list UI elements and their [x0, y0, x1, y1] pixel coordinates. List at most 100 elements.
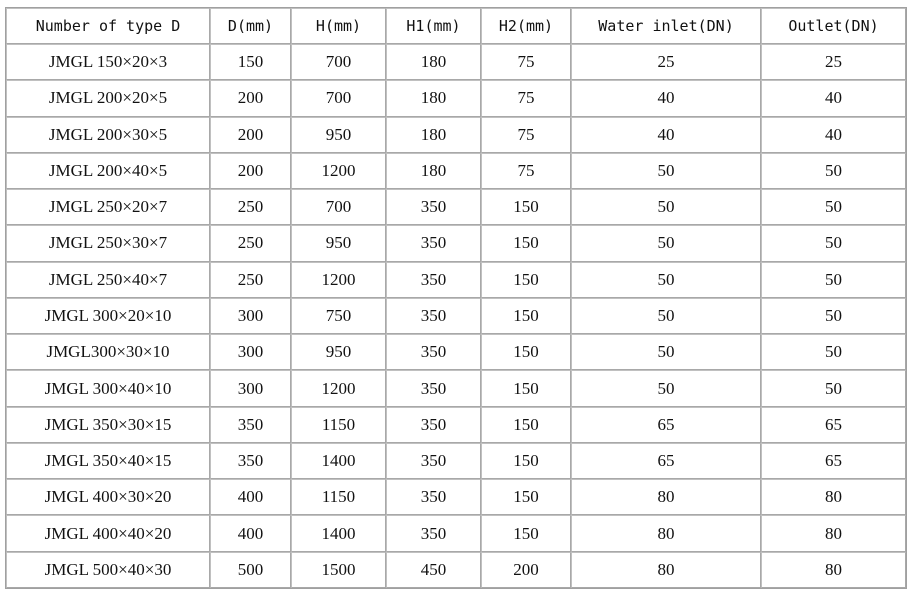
cell-water-inlet: 80: [571, 515, 761, 552]
cell-h1: 350: [386, 442, 481, 480]
cell-h: 1400: [291, 442, 386, 480]
cell-model: JMGL 350×30×15: [6, 406, 210, 443]
cell-d: 350: [210, 406, 291, 443]
cell-h: 1150: [291, 479, 386, 516]
cell-water-inlet: 25: [571, 44, 761, 81]
table-row: JMGL 350×40×15 350 1400 350 150 65 65: [6, 442, 906, 480]
cell-outlet: 50: [761, 334, 906, 371]
table-row: JMGL 300×40×10 300 1200 350 150 50 50: [6, 370, 906, 407]
cell-d: 400: [210, 479, 291, 516]
cell-h2: 150: [481, 479, 571, 516]
cell-water-inlet: 50: [571, 261, 761, 298]
cell-h: 1200: [291, 261, 386, 298]
cell-h: 700: [291, 80, 386, 117]
cell-outlet: 80: [761, 479, 906, 516]
header-water-inlet: Water inlet(DN): [571, 8, 761, 44]
cell-h1: 450: [386, 551, 481, 588]
cell-model: JMGL 300×40×10: [6, 370, 210, 407]
cell-h2: 75: [481, 44, 571, 81]
header-h1: H1(mm): [386, 8, 481, 44]
cell-d: 300: [210, 297, 291, 335]
cell-water-inlet: 50: [571, 189, 761, 226]
cell-h2: 150: [481, 189, 571, 226]
cell-outlet: 50: [761, 297, 906, 335]
cell-outlet: 65: [761, 442, 906, 480]
cell-h1: 350: [386, 334, 481, 371]
cell-h2: 75: [481, 80, 571, 117]
header-d: D(mm): [210, 8, 291, 44]
cell-h: 700: [291, 189, 386, 226]
cell-d: 200: [210, 80, 291, 117]
table-row: JMGL 200×20×5 200 700 180 75 40 40: [6, 80, 906, 117]
cell-h1: 350: [386, 189, 481, 226]
cell-water-inlet: 50: [571, 152, 761, 190]
cell-model: JMGL 500×40×30: [6, 551, 210, 588]
cell-h1: 350: [386, 479, 481, 516]
cell-d: 350: [210, 442, 291, 480]
cell-h2: 75: [481, 152, 571, 190]
cell-model: JMGL 400×40×20: [6, 515, 210, 552]
cell-h1: 350: [386, 406, 481, 443]
cell-outlet: 40: [761, 80, 906, 117]
table-row: JMGL 150×20×3 150 700 180 75 25 25: [6, 44, 906, 81]
cell-h: 1150: [291, 406, 386, 443]
cell-h1: 350: [386, 515, 481, 552]
cell-water-inlet: 50: [571, 334, 761, 371]
cell-d: 250: [210, 261, 291, 298]
cell-model: JMGL 250×40×7: [6, 261, 210, 298]
cell-h: 950: [291, 116, 386, 153]
cell-water-inlet: 80: [571, 479, 761, 516]
cell-h2: 150: [481, 406, 571, 443]
header-h2: H2(mm): [481, 8, 571, 44]
cell-h: 750: [291, 297, 386, 335]
header-outlet: Outlet(DN): [761, 8, 906, 44]
cell-water-inlet: 50: [571, 370, 761, 407]
table-row: JMGL 500×40×30 500 1500 450 200 80 80: [6, 551, 906, 588]
cell-outlet: 50: [761, 370, 906, 407]
cell-outlet: 50: [761, 261, 906, 298]
cell-outlet: 40: [761, 116, 906, 153]
cell-h2: 150: [481, 515, 571, 552]
cell-h1: 180: [386, 44, 481, 81]
cell-d: 400: [210, 515, 291, 552]
cell-d: 300: [210, 370, 291, 407]
cell-h: 1500: [291, 551, 386, 588]
cell-model: JMGL 200×40×5: [6, 152, 210, 190]
cell-model: JMGL 250×20×7: [6, 189, 210, 226]
header-row: Number of type D D(mm) H(mm) H1(mm) H2(mm) Wa…: [6, 8, 906, 44]
cell-model: JMGL 300×20×10: [6, 297, 210, 335]
cell-d: 500: [210, 551, 291, 588]
cell-h2: 200: [481, 551, 571, 588]
cell-d: 200: [210, 116, 291, 153]
cell-water-inlet: 50: [571, 225, 761, 262]
cell-d: 250: [210, 225, 291, 262]
cell-outlet: 50: [761, 189, 906, 226]
cell-outlet: 80: [761, 551, 906, 588]
cell-h: 1400: [291, 515, 386, 552]
cell-h1: 350: [386, 261, 481, 298]
cell-model: JMGL300×30×10: [6, 334, 210, 371]
cell-model: JMGL 150×20×3: [6, 44, 210, 81]
specification-table: Number of type D D(mm) H(mm) H1(mm) H2(mm) Wa…: [5, 7, 907, 589]
cell-water-inlet: 65: [571, 406, 761, 443]
cell-h: 700: [291, 44, 386, 81]
cell-h2: 150: [481, 225, 571, 262]
table-row: JMGL 200×40×5 200 1200 180 75 50 50: [6, 152, 906, 190]
cell-h1: 350: [386, 370, 481, 407]
cell-d: 150: [210, 44, 291, 81]
cell-outlet: 50: [761, 225, 906, 262]
table-row: JMGL 400×30×20 400 1150 350 150 80 80: [6, 479, 906, 516]
cell-h: 950: [291, 225, 386, 262]
cell-h2: 150: [481, 261, 571, 298]
table-row: JMGL300×30×10 300 950 350 150 50 50: [6, 334, 906, 371]
cell-h2: 75: [481, 116, 571, 153]
cell-model: JMGL 250×30×7: [6, 225, 210, 262]
cell-h2: 150: [481, 370, 571, 407]
cell-outlet: 65: [761, 406, 906, 443]
cell-h2: 150: [481, 442, 571, 480]
table-row: JMGL 350×30×15 350 1150 350 150 65 65: [6, 406, 906, 443]
cell-water-inlet: 50: [571, 297, 761, 335]
header-model: Number of type D: [6, 8, 210, 44]
cell-d: 250: [210, 189, 291, 226]
cell-h1: 350: [386, 225, 481, 262]
